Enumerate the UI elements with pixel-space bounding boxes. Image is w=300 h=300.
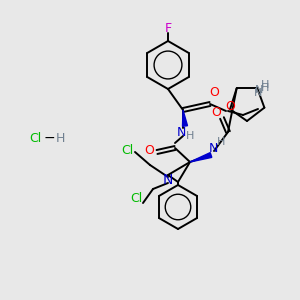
Text: N: N: [176, 127, 186, 140]
Text: F: F: [164, 22, 172, 34]
Text: N: N: [208, 142, 218, 154]
Text: O: O: [211, 106, 221, 119]
Polygon shape: [182, 110, 188, 126]
Text: −: −: [43, 131, 55, 145]
Text: N: N: [255, 85, 263, 95]
Text: Cl: Cl: [121, 143, 133, 157]
Text: H: H: [217, 137, 225, 147]
Polygon shape: [190, 153, 212, 162]
Text: H: H: [186, 131, 194, 141]
Text: N: N: [163, 173, 173, 187]
Text: O: O: [225, 100, 235, 113]
Text: H: H: [55, 131, 65, 145]
Text: O: O: [209, 86, 219, 100]
Text: Cl: Cl: [29, 131, 41, 145]
Text: N: N: [254, 88, 262, 98]
Text: Cl: Cl: [130, 193, 142, 206]
Text: O: O: [144, 145, 154, 158]
Text: H: H: [261, 83, 269, 93]
Text: H: H: [261, 80, 269, 90]
